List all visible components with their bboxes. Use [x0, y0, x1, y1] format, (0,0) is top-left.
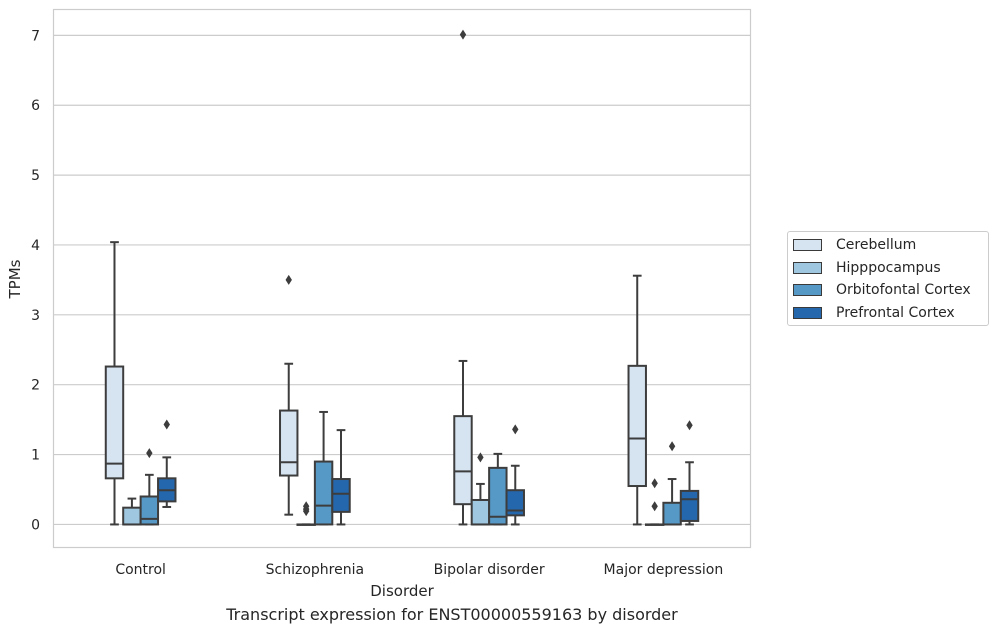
outlier-point: [459, 29, 467, 40]
box-cerebellum: [453, 29, 473, 526]
legend-item-cerebellum: Cerebellum: [793, 234, 916, 256]
outlier-point: [146, 448, 153, 459]
boxes: [104, 29, 700, 526]
box-prefrontal-cortex: [505, 424, 525, 526]
box-iqr: [313, 460, 334, 526]
box-hipppocampus: [122, 497, 142, 526]
figure-caption: Transcript expression for ENST0000055916…: [226, 605, 678, 624]
legend-label-prefrontal: Prefrontal Cortex: [836, 305, 955, 321]
y-tick-label: 2: [31, 378, 40, 394]
legend-swatch-prefrontal: [793, 307, 822, 319]
outlier-point: [163, 419, 170, 430]
outlier-point: [302, 501, 310, 512]
outlier-point: [285, 274, 292, 285]
y-tick-label: 1: [31, 448, 40, 464]
box-iqr: [331, 478, 351, 513]
outlier-point: [477, 452, 484, 463]
y-tick-label: 0: [31, 517, 40, 533]
box-orbitofontal-cortex: [313, 410, 334, 526]
box-iqr: [505, 489, 525, 517]
x-axis-title: Disorder: [370, 582, 434, 600]
box-iqr: [453, 415, 473, 506]
box-hipppocampus: [296, 501, 316, 526]
y-axis-title: TPMs: [6, 259, 24, 299]
legend-label-orbitofrontal: Orbitofontal Cortex: [836, 282, 971, 298]
box-cerebellum: [104, 241, 125, 526]
box-iqr: [662, 501, 682, 526]
box-cerebellum: [279, 274, 299, 516]
x-tick-label: Schizophrenia: [266, 562, 364, 578]
box-iqr: [279, 409, 299, 477]
box-hipppocampus: [644, 478, 665, 526]
box-hipppocampus: [470, 452, 491, 526]
box-orbitofontal-cortex: [662, 441, 682, 526]
legend-label-hippocampus: Hipppocampus: [836, 260, 941, 276]
legend-item-prefrontal: Prefrontal Cortex: [793, 302, 955, 324]
outlier-point: [686, 420, 693, 431]
box-prefrontal-cortex: [331, 429, 351, 526]
x-tick-label: Bipolar disorder: [434, 562, 545, 578]
x-tick-labels: Control Schizophrenia Bipolar disorder Majo…: [115, 562, 723, 578]
outlier-point: [668, 441, 676, 452]
legend: Cerebellum Hipppocampus Orbitofontal Cor…: [787, 231, 989, 326]
box-iqr: [104, 365, 125, 480]
plot-area-frame: [52, 8, 752, 549]
legend-swatch-hippocampus: [793, 262, 822, 274]
y-tick-label: 7: [31, 28, 40, 44]
x-tick-label: Control: [115, 562, 166, 578]
box-prefrontal-cortex: [157, 419, 177, 508]
legend-swatch-cerebellum: [793, 239, 822, 251]
legend-swatch-orbitofrontal: [793, 284, 822, 296]
outlier-point: [651, 478, 658, 489]
legend-label-cerebellum: Cerebellum: [836, 237, 917, 253]
y-tick-label: 6: [31, 98, 40, 114]
box-iqr: [122, 506, 142, 526]
y-tick-labels: 0 1 2 3 4 5 6 7: [31, 28, 40, 533]
outlier-point: [512, 424, 519, 435]
legend-item-orbitofrontal: Orbitofontal Cortex: [793, 279, 971, 301]
y-tick-label: 5: [31, 168, 40, 184]
box-iqr: [470, 498, 491, 526]
box-iqr: [627, 364, 647, 488]
y-tick-label: 4: [31, 238, 40, 254]
outlier-point: [651, 501, 658, 512]
box-cerebellum: [627, 274, 647, 526]
box-orbitofontal-cortex: [139, 448, 160, 526]
box-iqr: [139, 495, 160, 526]
y-tick-label: 3: [31, 308, 40, 324]
box-orbitofontal-cortex: [488, 452, 508, 526]
box-iqr: [679, 489, 700, 522]
box-prefrontal-cortex: [679, 420, 700, 526]
x-tick-label: Major depression: [604, 562, 724, 578]
legend-item-hippocampus: Hipppocampus: [793, 257, 941, 279]
